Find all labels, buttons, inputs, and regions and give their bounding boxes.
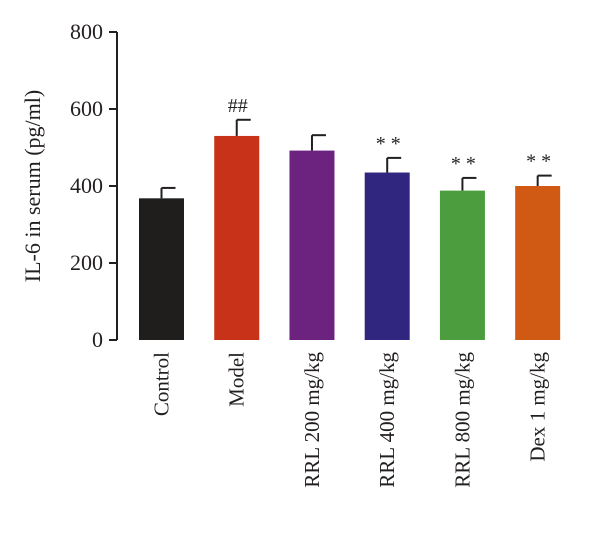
y-tick-label: 200	[70, 250, 103, 275]
x-tick-label: RRL 400 mg/kg	[375, 352, 399, 488]
x-tick-label: RRL 800 mg/kg	[450, 352, 474, 488]
bar	[214, 135, 260, 340]
bar	[289, 150, 335, 340]
significance-label: ##	[228, 95, 248, 117]
bar	[364, 172, 410, 340]
significance-label: * *	[376, 133, 401, 155]
x-axis-labels: Control Model RRL 200 mg/kg RRL 400 mg/kg RR…	[150, 352, 550, 488]
y-tick-label: 400	[70, 173, 103, 198]
bar	[439, 190, 485, 340]
bar	[139, 198, 184, 340]
x-tick-label: Model	[225, 352, 249, 407]
y-tick-label: 800	[70, 19, 103, 44]
x-tick-label: RRL 200 mg/kg	[300, 352, 324, 488]
y-axis: 0 200 400 600 800	[70, 19, 118, 352]
bars: ## * * * * * *	[139, 95, 561, 340]
x-tick-label: Control	[150, 352, 174, 416]
y-tick-label: 0	[92, 327, 103, 352]
significance-label: * *	[526, 151, 551, 173]
y-tick-label: 600	[70, 96, 103, 121]
y-axis-label: IL-6 in serum (pg/ml)	[20, 90, 45, 282]
bar	[515, 186, 561, 340]
x-tick-label: Dex 1 mg/kg	[526, 352, 550, 462]
significance-label: * *	[451, 153, 476, 175]
